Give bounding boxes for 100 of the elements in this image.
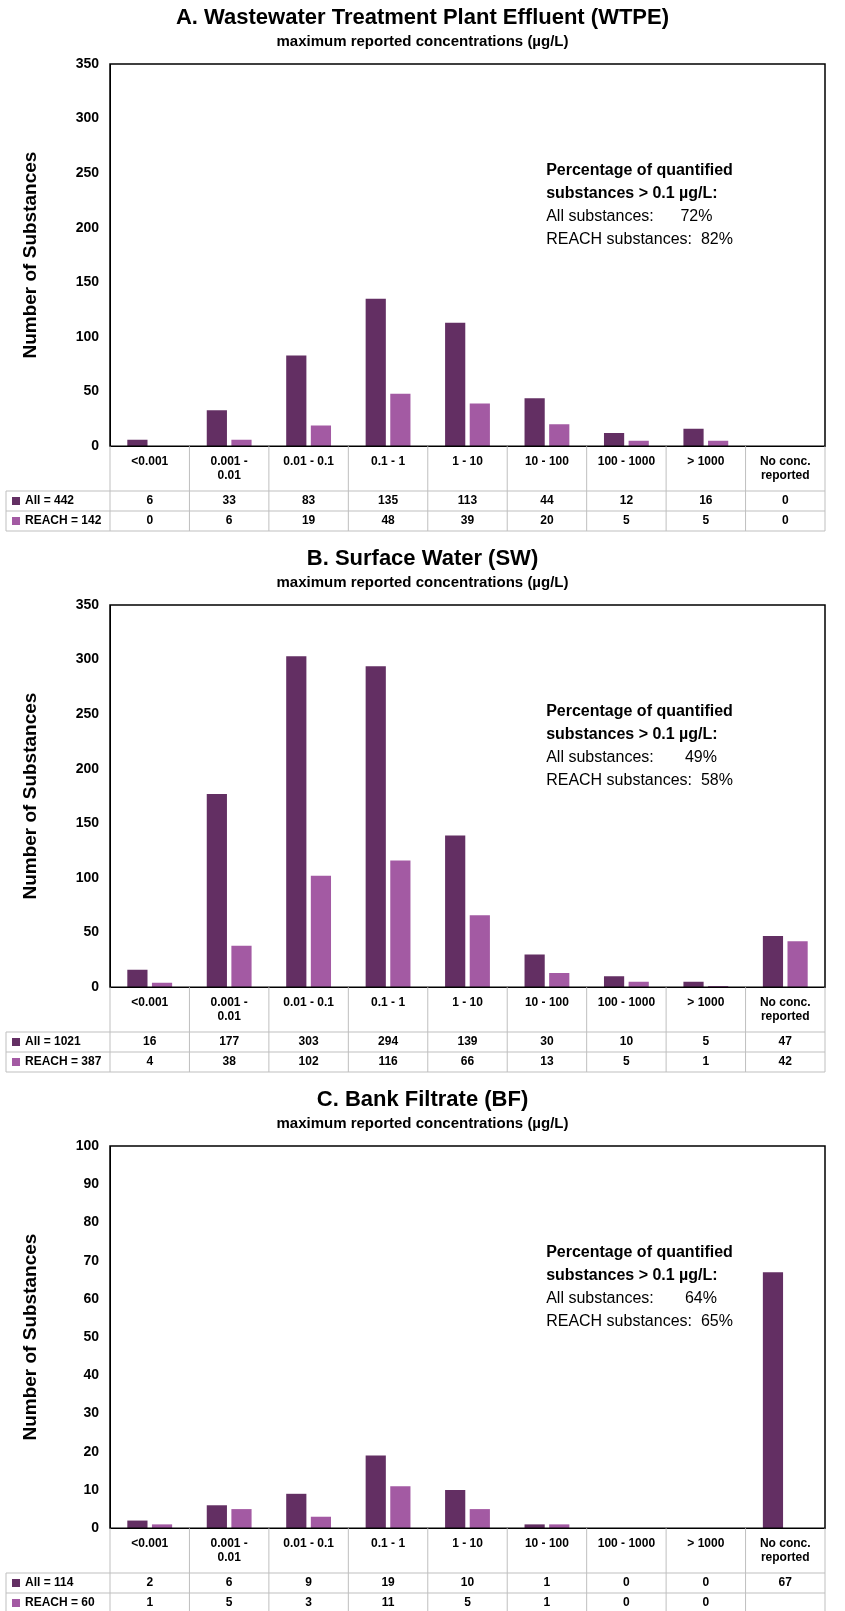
chart-subtitle: maximum reported concentrations (µg/L) <box>275 573 570 592</box>
data-label: 6 <box>225 1575 233 1590</box>
data-label: 0 <box>623 1595 631 1610</box>
x-tick-label: 100 - 1000 <box>597 453 656 468</box>
data-label: 9 <box>305 1575 313 1590</box>
y-tick-label: 250 <box>75 705 100 722</box>
data-label: 5 <box>623 513 631 528</box>
y-axis-title: Number of Substances <box>18 1233 40 1441</box>
y-tick-label: 50 <box>83 382 100 399</box>
chart-title: B. Surface Water (SW) <box>305 545 540 572</box>
y-tick-label: 90 <box>83 1175 100 1192</box>
data-label: 303 <box>298 1034 319 1049</box>
x-tick-label: <0.001 <box>131 1535 169 1550</box>
data-label: 42 <box>778 1054 793 1069</box>
x-tick-label: 0.1 - 1 <box>371 453 406 468</box>
data-label: 13 <box>540 1054 554 1069</box>
x-tick-label: No conc. reported <box>759 453 811 483</box>
legend-label: REACH = 387 <box>25 1054 102 1069</box>
annotation: REACH substances: 58% <box>546 771 733 789</box>
y-tick-label: 200 <box>75 218 100 235</box>
data-label: 19 <box>301 513 316 528</box>
annotation: Percentage of quantified substances > 0.1 µg/L: <box>546 1243 733 1284</box>
data-label: 19 <box>381 1575 396 1590</box>
data-label: 0 <box>781 513 789 528</box>
data-label: 16 <box>699 493 713 508</box>
legend-label: All = 442 <box>25 493 75 508</box>
y-tick-label: 20 <box>83 1442 100 1459</box>
data-label: 38 <box>222 1054 237 1069</box>
data-label: 0 <box>702 1575 710 1590</box>
legend-label: All = 114 <box>25 1575 74 1590</box>
legend-label: All = 1021 <box>25 1034 82 1049</box>
data-label: 139 <box>457 1034 478 1049</box>
data-label: 44 <box>540 493 554 508</box>
x-tick-label: > 1000 <box>687 453 725 468</box>
y-tick-label: 300 <box>75 650 100 667</box>
x-tick-label: <0.001 <box>131 453 169 468</box>
y-tick-label: 70 <box>83 1251 100 1268</box>
data-label: 5 <box>702 1034 710 1049</box>
x-tick-label: 0.01 - 0.1 <box>283 994 335 1009</box>
y-tick-label: 100 <box>75 1136 100 1153</box>
x-tick-label: 1 - 10 <box>452 994 484 1009</box>
data-label: 66 <box>460 1054 475 1069</box>
data-label: 10 <box>460 1575 475 1590</box>
data-label: 2 <box>146 1575 154 1590</box>
data-label: 1 <box>543 1595 551 1610</box>
y-tick-label: 100 <box>75 327 100 344</box>
data-label: 0 <box>146 513 154 528</box>
data-label: 135 <box>378 493 399 508</box>
data-label: 20 <box>540 513 554 528</box>
data-label: 1 <box>146 1595 154 1610</box>
x-tick-label: 0.001 - 0.01 <box>210 994 248 1024</box>
x-tick-label: No conc. reported <box>759 1535 811 1565</box>
data-label: 1 <box>543 1575 551 1590</box>
data-label: 294 <box>378 1034 399 1049</box>
y-tick-label: 150 <box>75 814 100 831</box>
y-tick-label: 350 <box>75 54 100 71</box>
x-tick-label: 1 - 10 <box>452 1535 484 1550</box>
data-label: 12 <box>619 493 634 508</box>
x-tick-label: 0.01 - 0.1 <box>283 453 335 468</box>
data-label: 5 <box>464 1595 472 1610</box>
data-label: 48 <box>381 513 396 528</box>
data-label: 5 <box>225 1595 233 1610</box>
data-label: 5 <box>702 513 710 528</box>
y-axis-title: Number of Substances <box>18 151 40 359</box>
data-label: 0 <box>781 493 789 508</box>
x-tick-label: 10 - 100 <box>524 453 570 468</box>
annotation: All substances: 64% <box>546 1289 717 1307</box>
y-tick-label: 200 <box>75 759 100 776</box>
y-tick-label: 60 <box>83 1289 100 1306</box>
legend-label: REACH = 142 <box>25 513 102 528</box>
data-label: 10 <box>619 1034 634 1049</box>
y-tick-label: 100 <box>75 868 100 885</box>
data-label: 47 <box>778 1034 793 1049</box>
x-tick-label: 10 - 100 <box>524 994 570 1009</box>
x-tick-label: <0.001 <box>131 994 169 1009</box>
data-label: 30 <box>540 1034 554 1049</box>
annotation: Percentage of quantified substances > 0.1 µg/L: <box>546 161 733 202</box>
x-tick-label: 0.01 - 0.1 <box>283 1535 335 1550</box>
y-tick-label: 0 <box>91 978 100 995</box>
y-tick-label: 40 <box>83 1366 100 1383</box>
x-tick-label: 0.1 - 1 <box>371 994 406 1009</box>
x-tick-label: 0.001 - 0.01 <box>210 453 248 483</box>
data-label: 1 <box>702 1054 710 1069</box>
data-label: 102 <box>298 1054 319 1069</box>
legend-label: REACH = 60 <box>25 1595 96 1610</box>
y-tick-label: 10 <box>83 1480 100 1497</box>
x-tick-label: > 1000 <box>687 1535 725 1550</box>
x-tick-label: 10 - 100 <box>524 1535 570 1550</box>
data-label: 33 <box>222 493 237 508</box>
annotation: All substances: 49% <box>546 748 717 766</box>
annotation: All substances: 72% <box>546 207 713 225</box>
data-label: 39 <box>460 513 475 528</box>
data-label: 0 <box>623 1575 631 1590</box>
y-tick-label: 150 <box>75 273 100 290</box>
data-label: 116 <box>378 1054 399 1069</box>
x-tick-label: 0.1 - 1 <box>371 1535 406 1550</box>
data-label: 4 <box>146 1054 154 1069</box>
x-tick-label: 1 - 10 <box>452 453 484 468</box>
annotation: REACH substances: 65% <box>546 1312 733 1330</box>
data-label: 177 <box>219 1034 240 1049</box>
